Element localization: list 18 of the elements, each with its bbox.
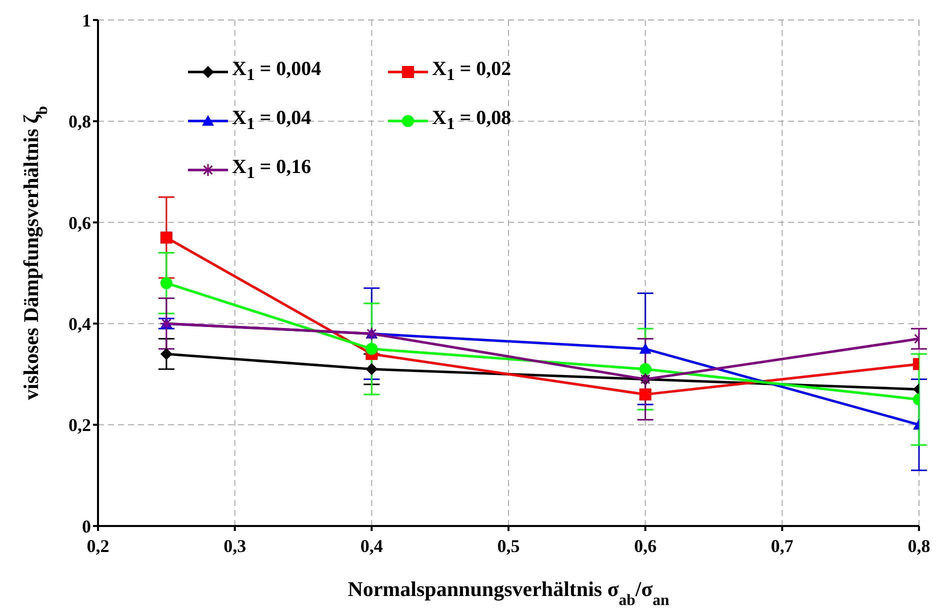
y-tick-label: 0,8 xyxy=(68,112,91,132)
legend-label: X$_{1}$ = 0,004 xyxy=(232,58,322,85)
y-tick-label: 0,4 xyxy=(68,314,91,334)
x-tick-label: 0,6 xyxy=(634,536,657,556)
y-tick-label: 0,2 xyxy=(68,415,91,436)
y-tick-label: 1 xyxy=(82,10,91,30)
legend-label: X$_{1}$ = 0,08 xyxy=(432,107,512,134)
x-tick-label: 0,7 xyxy=(770,536,794,556)
x-tick-label: 0,4 xyxy=(360,536,383,556)
legend-label: X$_{1}$ = 0,16 xyxy=(232,156,312,183)
legend-label: X$_{1}$ = 0,04 xyxy=(232,107,312,134)
x-axis-title: Normalspannungsverhältnis σ$_{ab}$/σ$_{an}$ xyxy=(348,577,670,608)
x-tick-label: 0,5 xyxy=(497,536,520,556)
x-tick-label: 0,3 xyxy=(224,536,246,556)
legend-label: X$_{1}$ = 0,02 xyxy=(432,58,512,85)
x-tick-label: 0,8 xyxy=(908,536,930,556)
y-tick-label: 0 xyxy=(82,516,91,536)
y-tick-label: 0,6 xyxy=(68,212,91,233)
